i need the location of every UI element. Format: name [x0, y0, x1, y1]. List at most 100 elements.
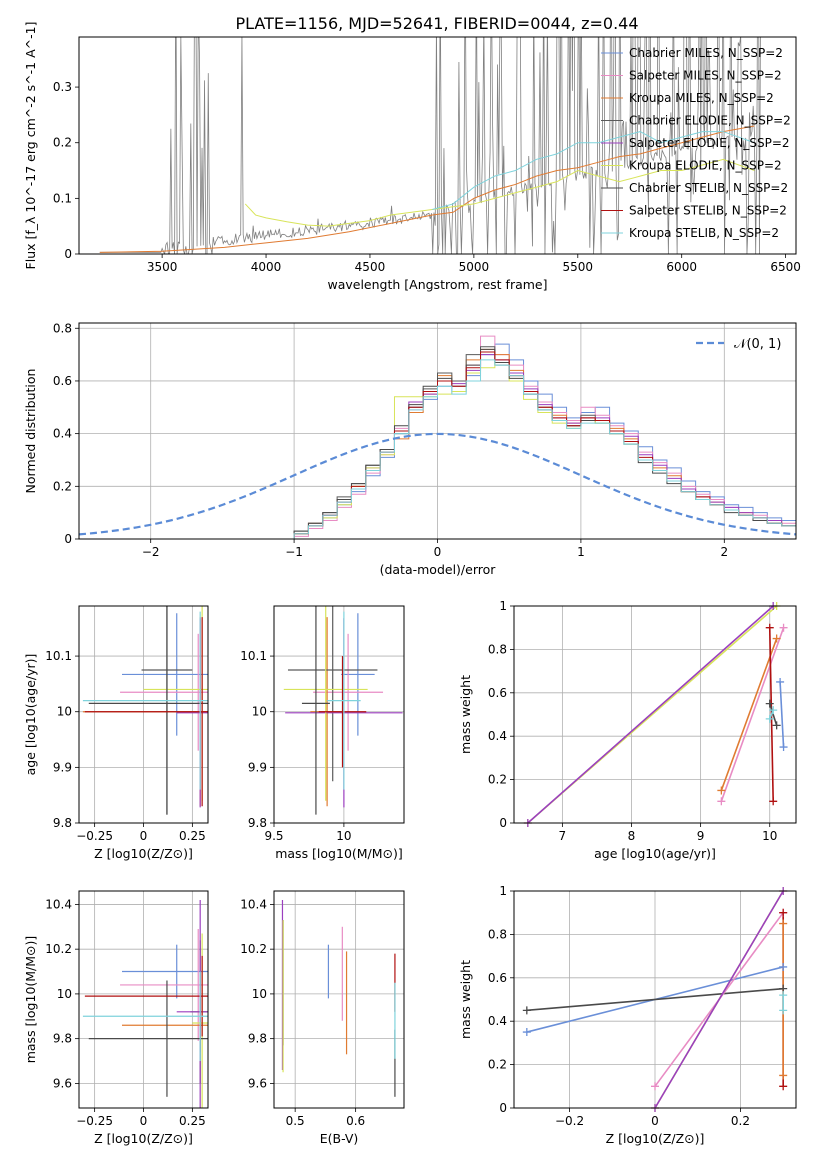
x-tick-label: 9.5 — [264, 829, 283, 843]
weight-point-marker — [765, 699, 774, 708]
y-tick-label: 1 — [499, 884, 507, 898]
axes-frame — [78, 605, 209, 824]
x-tick-label: 0.5 — [286, 1114, 305, 1128]
x-tick-label: 0.2 — [731, 1114, 750, 1128]
axes-frame — [273, 890, 405, 1109]
legend-label: Kroupa ELODIE, N_SSP=2 — [629, 159, 782, 173]
x-tick-label: 3500 — [147, 260, 178, 274]
axes-frame — [78, 322, 797, 540]
y-tick-label: 0.8 — [488, 927, 507, 941]
residual-histogram — [293, 343, 796, 539]
y-tick-label: 10 — [252, 705, 267, 719]
x-axis-label: mass [log10(M/M⊙)] — [275, 846, 403, 861]
x-axis-label: Z [log10(Z/Z⊙)] — [606, 1131, 705, 1146]
weight-point-marker — [779, 1006, 788, 1015]
y-tick-label: 9.6 — [53, 1076, 72, 1090]
observed-spectrum-line — [99, 37, 761, 254]
y-tick-label: 0 — [499, 816, 507, 830]
legend-label: Chabrier MILES, N_SSP=2 — [629, 46, 783, 60]
y-tick-label: 0.6 — [488, 686, 507, 700]
x-axis-label: Z [log10(Z/Z⊙)] — [94, 846, 193, 861]
residual-histogram — [293, 354, 796, 539]
y-tick-label: 1 — [499, 599, 507, 613]
axes-frame — [273, 605, 405, 824]
y-tick-label: 10 — [57, 705, 72, 719]
panel-residuals: −2 −1 0 1 2 0 0.2 0.4 0.6 0.8 (data-model)/error No… — [23, 321, 797, 577]
x-tick-label: 10 — [762, 829, 777, 843]
weight-line — [654, 891, 784, 1108]
x-tick-label: 4500 — [355, 260, 386, 274]
x-tick-label: 0 — [651, 1114, 659, 1128]
y-tick-label: 9.8 — [53, 1032, 72, 1046]
x-tick-label: −0.2 — [555, 1114, 584, 1128]
x-tick-label: 8 — [628, 829, 636, 843]
legend-label: Salpeter STELIB, N_SSP=2 — [629, 204, 787, 218]
x-tick-label: 0 — [434, 545, 442, 559]
weight-line — [720, 638, 778, 791]
legend-label: Kroupa MILES, N_SSP=2 — [629, 91, 774, 105]
plot-area — [527, 606, 785, 823]
plot-area — [283, 606, 403, 815]
x-tick-label: 9 — [697, 829, 705, 843]
x-tick-label: −0.25 — [76, 1114, 113, 1128]
y-tick-label: 10 — [57, 987, 72, 1001]
y-tick-label: 9.9 — [53, 760, 72, 774]
y-tick-label: 0.4 — [488, 729, 507, 743]
weight-point-marker — [779, 962, 788, 971]
weight-line — [768, 703, 778, 726]
axes-frame — [78, 890, 209, 1109]
weight-point-marker — [779, 1082, 788, 1091]
weight-point-marker — [772, 721, 781, 730]
panel-weight_vs_age: 7 8 9 10 0 0.2 0.4 0.6 0.8 1 age [log10(age/yr)] ma… — [458, 599, 797, 861]
y-axis-label: mass [log10(M/M⊙)] — [23, 936, 38, 1064]
weight-point-marker — [717, 786, 726, 795]
weight-point-marker — [779, 743, 788, 752]
x-tick-label: 1 — [577, 545, 585, 559]
weight-point-marker — [779, 623, 788, 632]
y-tick-label: 0.6 — [53, 374, 72, 388]
y-tick-label: 0.8 — [53, 321, 72, 335]
x-tick-label: −0.25 — [76, 829, 113, 843]
panel-mass_vs_ebv: 0.5 0.6 9.6 9.8 10 10.2 10.4 E(B-V) — [240, 890, 405, 1146]
y-tick-label: 0.3 — [53, 80, 72, 94]
x-tick-label: 2 — [720, 545, 728, 559]
plot-area — [99, 37, 761, 254]
legend-label: Chabrier ELODIE, N_SSP=2 — [629, 114, 791, 128]
weight-point-marker — [779, 991, 788, 1000]
y-tick-label: 0.6 — [488, 971, 507, 985]
residual-histogram — [293, 348, 796, 539]
plot-area — [82, 899, 208, 1108]
legend-label: Salpeter MILES, N_SSP=2 — [629, 69, 782, 83]
weight-point-marker — [769, 797, 778, 806]
weight-point-marker — [779, 919, 788, 928]
weight-point-marker — [522, 1006, 531, 1015]
figure-title: PLATE=1156, MJD=52641, FIBERID=0044, z=0… — [235, 14, 638, 33]
y-axis-label: age [log10(age/yr)] — [23, 654, 38, 776]
y-tick-label: 0.2 — [488, 1058, 507, 1072]
x-tick-label: 0 — [140, 1114, 148, 1128]
y-tick-label: 9.9 — [248, 760, 267, 774]
y-tick-label: 10.1 — [45, 649, 72, 663]
panel-age_vs_mass: 9.5 10 9.8 9.9 10 10.1 mass [log10(M/M⊙)] — [240, 605, 405, 861]
weight-point-marker — [769, 706, 778, 715]
normal-curve — [79, 432, 796, 536]
y-tick-label: 0.2 — [488, 773, 507, 787]
y-tick-label: 0.1 — [53, 191, 72, 205]
y-tick-label: 0.8 — [488, 642, 507, 656]
y-tick-label: 10.4 — [240, 897, 267, 911]
x-tick-label: −1 — [285, 545, 303, 559]
panel-spectrum: 3500 4000 4500 5000 5500 6000 6500 0 0.1 0.2 0.3 wa… — [23, 22, 801, 292]
x-tick-label: 0.25 — [179, 1114, 206, 1128]
model-spectrum-line — [244, 158, 755, 227]
legend-label: 𝒩(0, 1) — [734, 337, 781, 352]
y-tick-label: 0.2 — [53, 479, 72, 493]
x-tick-label: 4000 — [251, 260, 282, 274]
y-tick-label: 0 — [64, 532, 72, 546]
weight-point-marker — [765, 623, 774, 632]
residual-histogram — [293, 351, 796, 539]
x-tick-label: 0.25 — [179, 829, 206, 843]
x-axis-label: E(B-V) — [320, 1131, 359, 1146]
panel-mass_vs_Z: −0.25 0 0.25 9.6 9.8 10 10.2 10.4 Z [log10(Z/Z⊙)… — [23, 890, 209, 1146]
residual-histogram — [293, 335, 796, 539]
